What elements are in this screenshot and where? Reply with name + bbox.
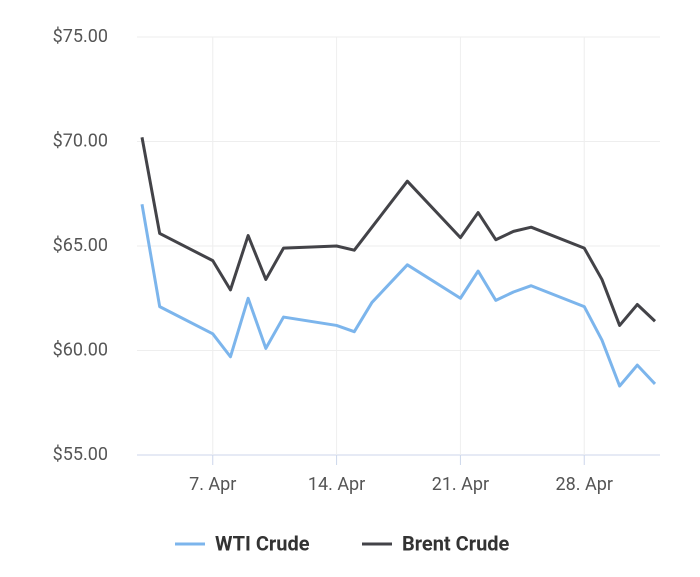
legend: WTI Crude Brent Crude [175,531,510,555]
y-tick-label: $70.00 [53,130,108,151]
x-tick-label: 21. Apr [432,474,489,495]
y-tick-label: $75.00 [53,26,108,47]
series-line [140,203,657,388]
legend-label: WTI Crude [215,531,310,555]
x-tick-label: 7. Apr [189,474,236,495]
y-tick-label: $55.00 [53,444,108,465]
y-tick-label: $60.00 [53,339,108,360]
x-tick-label: 14. Apr [308,474,365,495]
y-tick-label: $65.00 [53,235,108,256]
x-tick-label: 28. Apr [556,474,613,495]
legend-label: Brent Crude [402,531,510,555]
series-line [140,137,657,327]
